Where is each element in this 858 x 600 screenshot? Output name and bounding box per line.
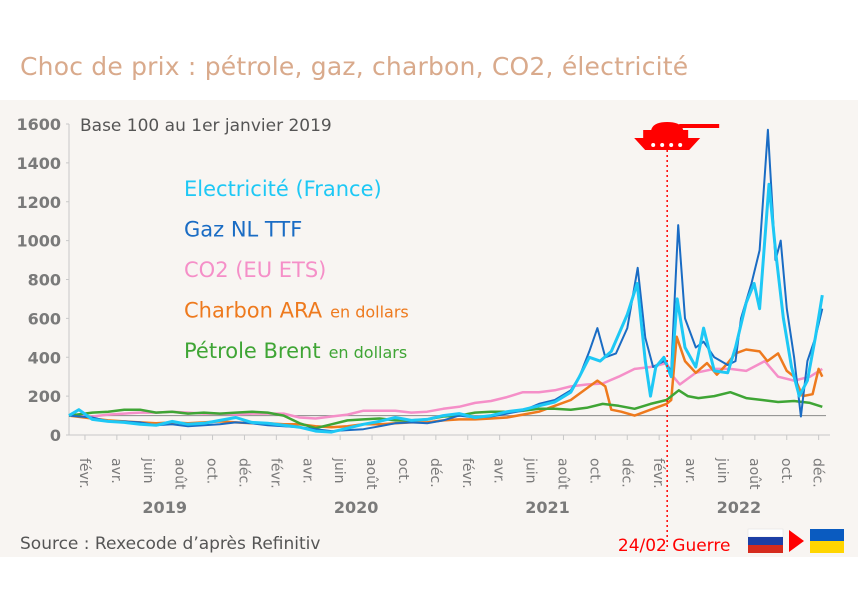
legend-item: Gaz NL TTF [184, 218, 302, 242]
x-year-label: 2022 [717, 498, 762, 517]
legend-item: Electricité (France) [184, 177, 382, 201]
x-month-label: févr. [459, 458, 475, 489]
tank-wheel [678, 143, 683, 147]
x-month-label: déc. [618, 458, 634, 488]
x-month-label: août [363, 458, 379, 490]
legend-suffix: en dollars [329, 343, 408, 362]
tank-hull [634, 138, 701, 150]
x-month-label: août [172, 458, 188, 490]
legend-suffix: en dollars [330, 303, 409, 322]
series-lines [68, 128, 824, 434]
x-axis-ticks: févr. avr. juin août oct. déc. févr. avr. juin ao… [76, 435, 826, 517]
legend-item: CO2 (EU ETS) [184, 258, 326, 282]
y-tick-label: 1000 [16, 232, 61, 251]
x-year-label: 2021 [525, 498, 570, 517]
series-line-0 [68, 182, 824, 434]
y-tick-label: 800 [28, 271, 61, 290]
ukraine-flag-icon [810, 529, 844, 553]
x-year-label: 2020 [334, 498, 379, 517]
y-tick-label: 0 [50, 426, 61, 445]
legend-item: Pétrole Brent en dollars [184, 339, 407, 363]
x-month-label: juin [714, 457, 730, 484]
flag-stripe [810, 541, 844, 553]
tank-wheel [660, 143, 665, 147]
x-month-label: avr. [491, 458, 507, 484]
series-line-3 [68, 335, 824, 429]
flag-stripe [747, 528, 784, 538]
x-month-label: déc. [427, 458, 443, 488]
x-month-label: avr. [108, 458, 124, 484]
legend-name: Charbon ARA [184, 299, 323, 323]
x-month-label: juin [523, 457, 539, 484]
arrow-right-icon [789, 530, 804, 552]
chart-title: Choc de prix : pétrole, gaz, charbon, CO… [20, 52, 689, 81]
tank-body [643, 130, 689, 139]
x-month-label: oct. [395, 458, 411, 484]
tank-turret [651, 122, 684, 130]
legend-name: CO2 (EU ETS) [184, 258, 326, 282]
legend-name: Gaz NL TTF [184, 218, 302, 242]
y-tick-label: 200 [28, 387, 61, 406]
flag-stripe [748, 545, 783, 553]
source-note: Source : Rexecode d’après Refinitiv [20, 534, 320, 554]
legend-name: Pétrole Brent [184, 339, 321, 363]
russia-flag-icon [747, 528, 784, 553]
x-month-label: déc. [235, 458, 251, 488]
x-month-label: juin [140, 457, 156, 484]
chart-subtitle: Base 100 au 1er janvier 2019 [80, 116, 332, 136]
series-line-1 [68, 128, 824, 433]
war-annotation: 24/02 Guerre [618, 122, 844, 556]
x-month-label: déc. [810, 458, 826, 488]
x-month-label: avr. [299, 458, 315, 484]
flag-stripe [810, 529, 844, 541]
series-line-2 [68, 359, 823, 420]
x-month-label: août [746, 458, 762, 490]
y-tick-label: 1200 [16, 193, 61, 212]
x-month-label: août [554, 458, 570, 490]
flag-stripe [748, 537, 783, 545]
y-tick-label: 400 [28, 348, 61, 367]
tank-wheel [669, 143, 674, 147]
legend: Electricité (France) Gaz NL TTF CO2 (EU ET… [184, 177, 409, 363]
x-month-label: févr. [650, 458, 666, 489]
y-tick-label: 1600 [16, 115, 61, 134]
chart-panel [0, 100, 858, 557]
x-month-label: oct. [204, 458, 220, 484]
legend-item: Charbon ARA en dollars [184, 299, 409, 323]
x-month-label: juin [331, 457, 347, 484]
legend-name: Electricité (France) [184, 177, 382, 201]
y-tick-label: 1400 [16, 154, 61, 173]
x-month-label: févr. [267, 458, 283, 489]
x-month-label: oct. [778, 458, 794, 484]
x-month-label: févr. [76, 458, 92, 489]
y-axis-ticks: 0 200 400 600 800 1000 1200 1400 1600 [16, 115, 69, 445]
tank-icon [634, 122, 720, 150]
x-month-label: oct. [586, 458, 602, 484]
y-tick-label: 600 [28, 309, 61, 328]
x-month-label: avr. [682, 458, 698, 484]
tank-wheel [651, 143, 656, 147]
x-year-label: 2019 [142, 498, 187, 517]
tank-gun [679, 124, 720, 128]
war-label: 24/02 Guerre [618, 536, 731, 556]
